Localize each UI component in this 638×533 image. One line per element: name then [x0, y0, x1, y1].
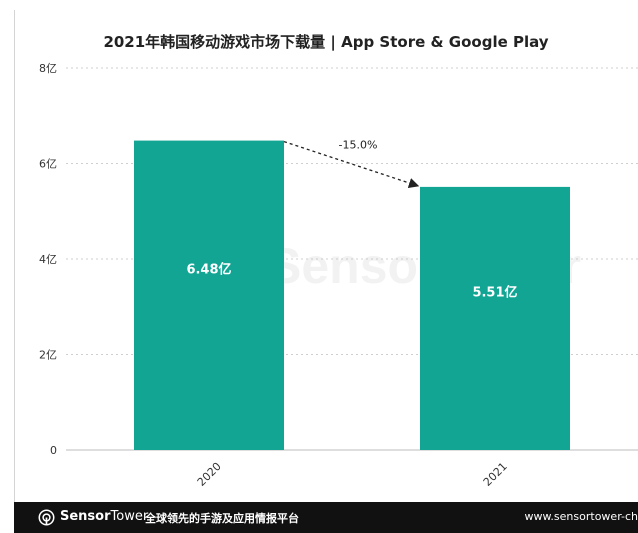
y-tick-label: 6亿 [39, 158, 57, 171]
footer-brand-bold: Sensor [60, 509, 111, 524]
y-tick-label: 4亿 [39, 253, 57, 266]
sensortower-logo-icon [38, 509, 55, 526]
x-tick-label: 2020 [195, 460, 224, 489]
bar-2020 [134, 140, 284, 450]
data-label-2020: 6.48亿 [186, 261, 231, 277]
x-tick-label: 2021 [481, 460, 510, 489]
footer-url[interactable]: www.sensortower-ch [524, 510, 638, 523]
left-border [14, 10, 15, 502]
footer-brand: SensorTower [60, 509, 148, 524]
trend-label: -15.0% [339, 139, 378, 152]
chart-title: 2021年韩国移动游戏市场下载量 | App Store & Google Pl… [103, 33, 549, 51]
y-tick-label: 0 [50, 444, 57, 457]
data-label-2021: 5.51亿 [472, 284, 517, 300]
bar-2021 [420, 186, 570, 450]
y-tick-label: 2亿 [39, 349, 57, 362]
footer-bar: SensorTower 全球领先的手游及应用情报平台 www.sensortow… [14, 502, 638, 533]
footer-slogan: 全球领先的手游及应用情报平台 [145, 512, 299, 525]
y-tick-label: 8亿 [39, 62, 57, 75]
footer-brand-rest: Tower [110, 509, 149, 524]
